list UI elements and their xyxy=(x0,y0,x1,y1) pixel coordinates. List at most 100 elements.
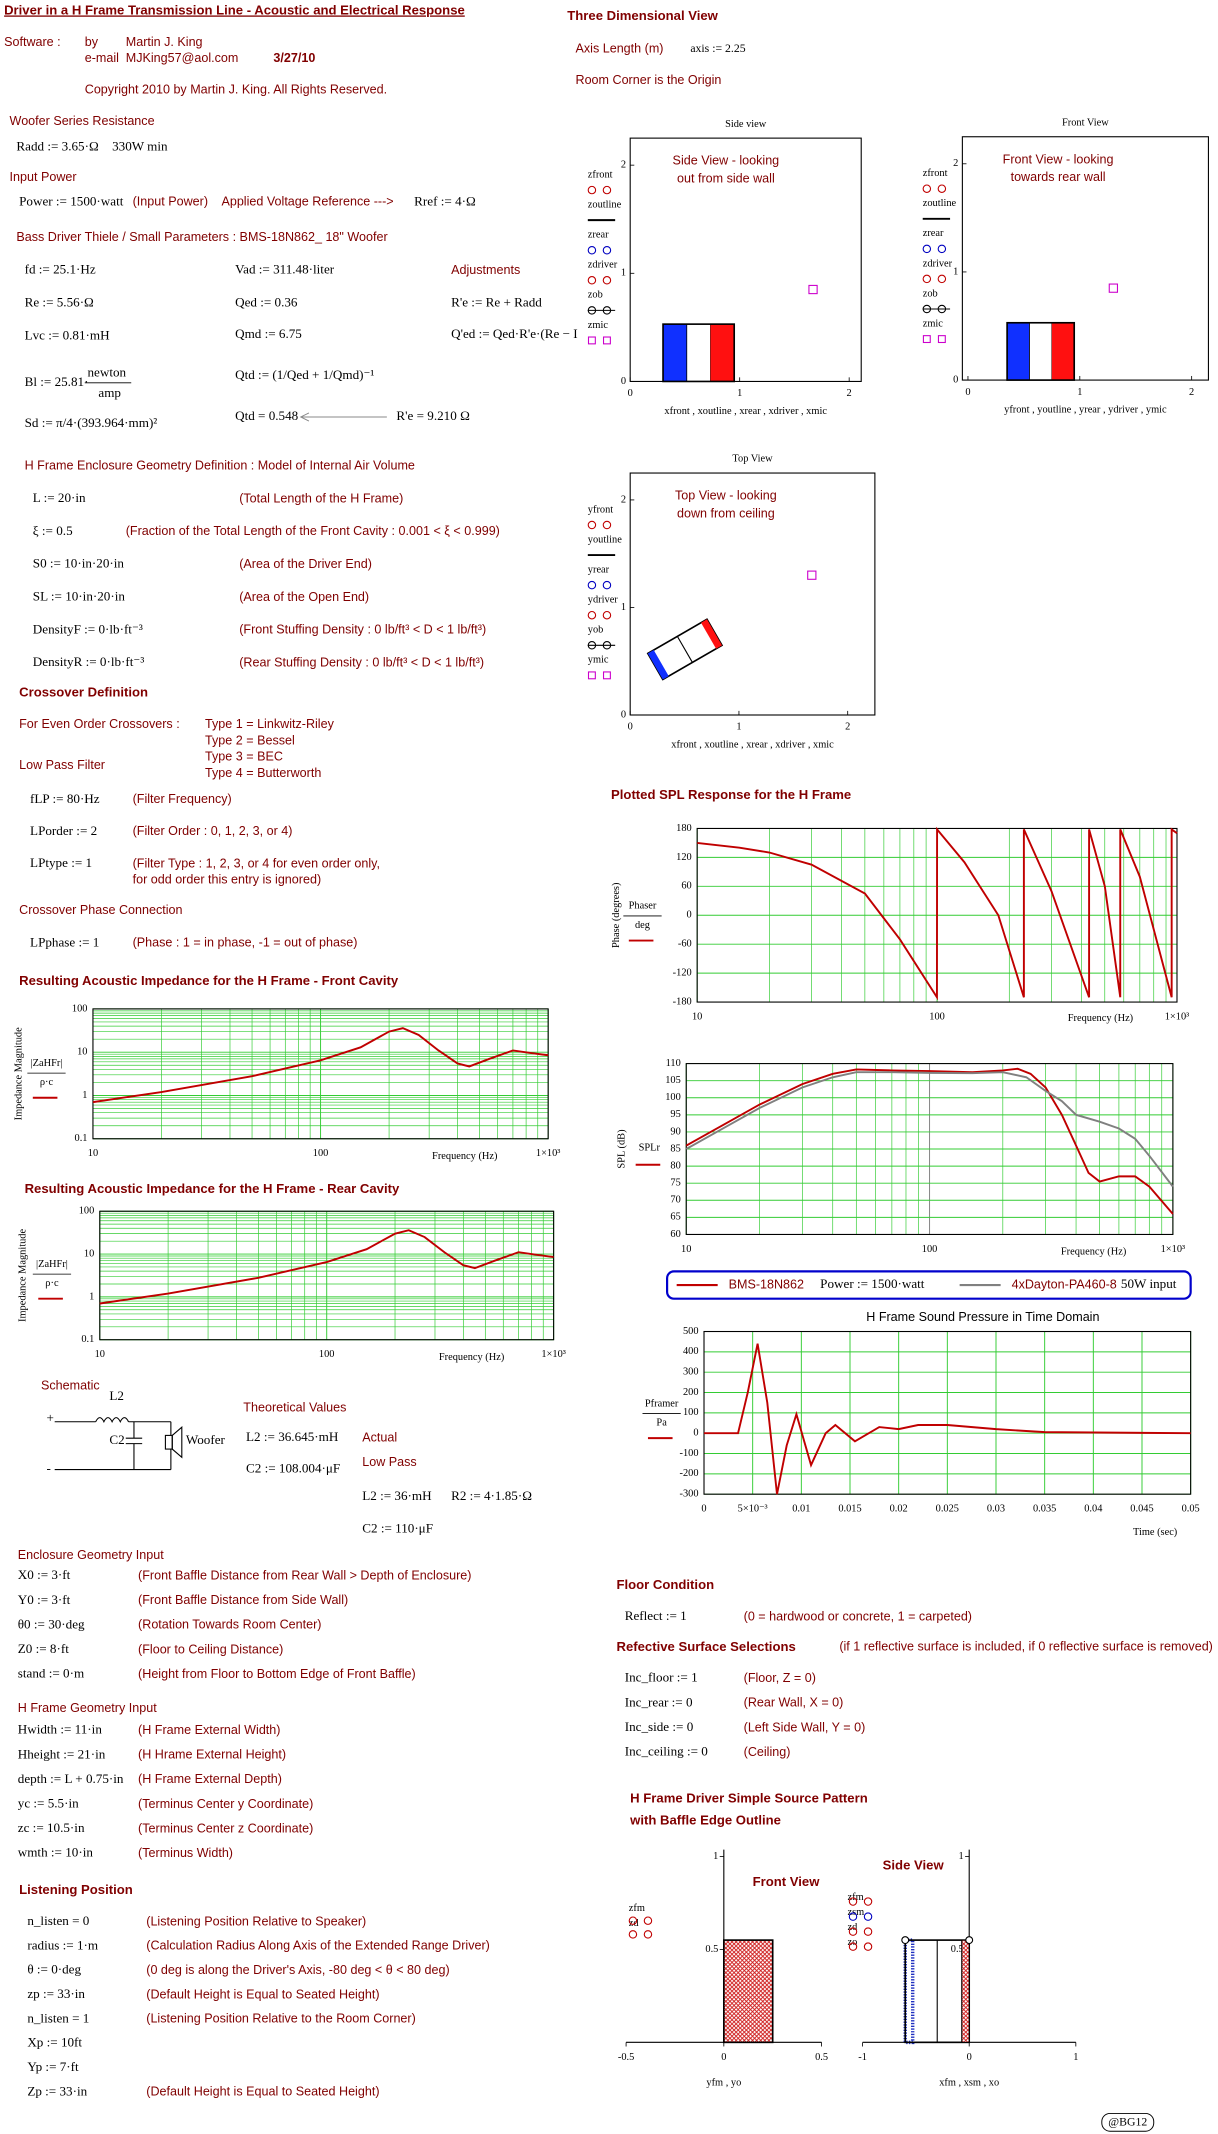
legend-label: zrear xyxy=(923,228,944,239)
y-expression: Pa xyxy=(656,1417,667,1428)
y-tick-label: 0 xyxy=(621,709,626,720)
comment-text: (Terminus Width) xyxy=(138,1846,233,1860)
legend-marker xyxy=(587,336,596,345)
y-tick-label: 60 xyxy=(670,1229,680,1240)
pattern-marker xyxy=(965,1936,974,1945)
y-tick-label: 0 xyxy=(693,1428,698,1439)
comment-text: Applied Voltage Reference ---> xyxy=(221,195,393,209)
math-text: DensityF := 0·lb·ft⁻³ xyxy=(33,621,143,636)
y-tick-label: 100 xyxy=(79,1206,95,1217)
math-text: θ0 := 30·deg xyxy=(18,1616,85,1631)
label: Refective Surface Selections xyxy=(617,1639,796,1654)
x-tick-label: 0.03 xyxy=(987,1504,1005,1515)
math-text: n_listen = 1 xyxy=(27,2010,89,2025)
x-tick-label: 0 xyxy=(967,2052,972,2063)
legend-label: zdriver xyxy=(923,258,953,269)
comment-text: Martin J. King xyxy=(126,35,203,49)
enclosure-rear xyxy=(1051,322,1075,381)
comment-text: (Filter Type : 1, 2, 3, or 4 for even or… xyxy=(133,856,380,870)
enclosure-rear xyxy=(710,324,735,382)
plot-frame xyxy=(961,136,1209,381)
math-text: LPtype := 1 xyxy=(30,855,92,870)
legend-label: zsm xyxy=(848,1907,865,1918)
y-expression: ρ·c xyxy=(40,1077,54,1088)
y-tick-label: 1 xyxy=(89,1291,94,1302)
x-tick-label: 1 xyxy=(737,388,742,399)
comment-text: Crossover Phase Connection xyxy=(19,903,182,917)
mic-marker xyxy=(808,284,818,295)
legend-label: BMS-18N862 xyxy=(729,1277,804,1291)
math-text: n_listen = 0 xyxy=(27,1913,89,1928)
x-tick-label: 1 xyxy=(1077,387,1082,398)
legend-note: 50W input xyxy=(1121,1276,1177,1291)
legend-marker xyxy=(863,1927,873,1936)
plot-frame xyxy=(92,1008,549,1140)
x-tick-label: 0.025 xyxy=(936,1504,959,1515)
legend-marker xyxy=(922,274,932,284)
legend-label: zo xyxy=(848,1937,858,1948)
y-expression: SPLr xyxy=(639,1143,661,1154)
math-text: L := 20·in xyxy=(33,490,86,505)
math-text: Q'ed := Qed·R'e·(Re − I xyxy=(451,326,578,341)
y-tick-label: 1 xyxy=(82,1090,87,1101)
math-text: yc := 5.5·in xyxy=(18,1796,79,1811)
legend-label: zfm xyxy=(629,1903,645,1914)
shape xyxy=(171,1426,183,1459)
comment-text: (Floor to Ceiling Distance) xyxy=(138,1642,283,1656)
comment-text: e-mail xyxy=(85,51,119,65)
math-text: Zp := 33·in xyxy=(27,2083,87,2098)
legend-label: zfront xyxy=(923,168,948,179)
math-text: fLP := 80·Hz xyxy=(30,791,100,806)
data-line xyxy=(92,1027,549,1104)
math-text: R2 := 4·1.85·Ω xyxy=(451,1488,532,1503)
x-tick-label: 10 xyxy=(88,1148,98,1159)
legend-marker xyxy=(937,244,947,254)
comment-text: 3/27/10 xyxy=(273,51,315,65)
label: Listening Position xyxy=(19,1882,133,1897)
plot-frame xyxy=(99,1210,555,1341)
math-text: SL := 10·in·20·in xyxy=(33,588,126,603)
legend-marker xyxy=(587,671,596,680)
x-tick-label: 100 xyxy=(929,1011,945,1022)
x-tick-label: 0.045 xyxy=(1130,1504,1153,1515)
enclosure-rear xyxy=(701,619,723,649)
pattern-marker xyxy=(901,1936,910,1945)
comment-text: Schematic xyxy=(41,1379,100,1393)
y-tick-label: 0.5 xyxy=(951,1944,964,1955)
legend-label: youtline xyxy=(588,534,622,545)
comment-text: Adjustments xyxy=(451,263,520,277)
comment-text: (H Frame External Width) xyxy=(138,1723,280,1737)
comment-text: (Calculation Radius Along Axis of the Ex… xyxy=(146,1939,490,1953)
x-tick-label: -0.5 xyxy=(618,2052,634,2063)
y-tick-label: 0 xyxy=(621,376,626,387)
view-title: Side view xyxy=(725,119,767,130)
math-text: X0 := 3·ft xyxy=(18,1567,71,1582)
data-line xyxy=(99,1229,554,1305)
enclosure-front xyxy=(1007,322,1030,381)
comment-text: (Height from Floor to Bottom Edge of Fro… xyxy=(138,1667,416,1681)
comment-text: for odd order this entry is ignored) xyxy=(133,873,322,887)
legend-label: zob xyxy=(923,288,938,299)
comment-text: Actual xyxy=(362,1430,397,1444)
y-tick-label: 85 xyxy=(670,1143,680,1154)
legend-marker xyxy=(863,1897,873,1906)
stamp-box xyxy=(1101,2112,1155,2132)
x-tick-label: 2 xyxy=(847,388,852,399)
math-text: Lvc := 0.81·mH xyxy=(25,327,110,342)
math-text: C2 := 108.004·μF xyxy=(246,1461,340,1476)
x-tick-label: 10 xyxy=(692,1011,702,1022)
x-tick-label: 0 xyxy=(965,387,970,398)
enclosure-outline xyxy=(1006,321,1076,381)
legend-label: zoutline xyxy=(923,198,957,209)
math-text: C2 := 110·μF xyxy=(362,1521,433,1536)
math-text: Qed := 0.36 xyxy=(235,295,298,310)
comment-text: Software : xyxy=(4,35,61,49)
comment-text: (Rear Stuffing Density : 0 lb/ft³ < D < … xyxy=(239,655,484,669)
legend-marker xyxy=(602,520,612,530)
math-text: Yp := 7·ft xyxy=(27,2059,79,2074)
y-tick-label: 1 xyxy=(953,266,958,277)
enclosure-divider xyxy=(676,636,693,663)
math-text: Xp := 10ft xyxy=(27,2035,82,2050)
x-axis-label: Frequency (Hz) xyxy=(432,1151,497,1162)
math-text: newton xyxy=(87,364,126,379)
